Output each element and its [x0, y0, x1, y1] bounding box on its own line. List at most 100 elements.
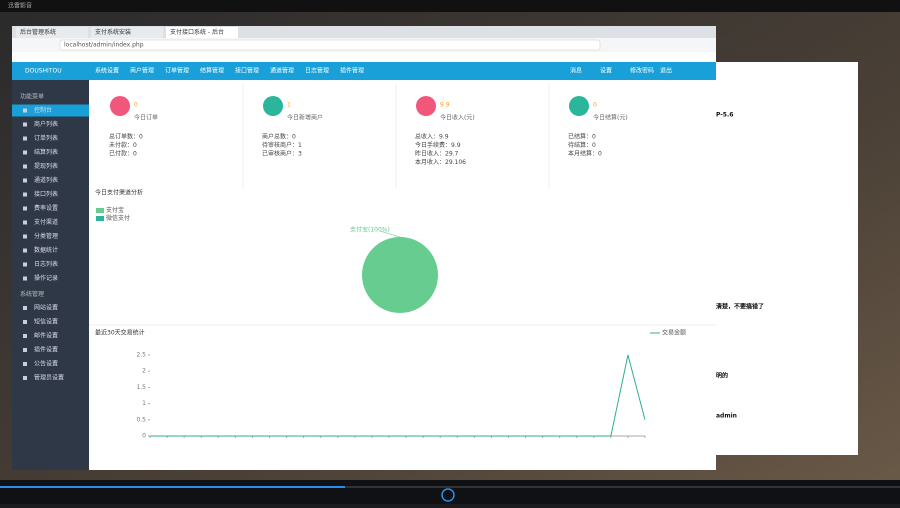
- card-label: 今日收入(元): [440, 114, 475, 122]
- sidebar-item[interactable]: 管理员设置: [34, 374, 64, 382]
- sidebar-icon: [23, 178, 27, 183]
- player-title-bar: [0, 0, 900, 12]
- nav-item[interactable]: 接口管理: [235, 67, 259, 75]
- sidebar-icon: [23, 234, 27, 239]
- legend-label[interactable]: 微信支付: [106, 214, 130, 222]
- sidebar-item[interactable]: 费率设置: [34, 204, 58, 212]
- sidebar-item[interactable]: 短信设置: [34, 318, 58, 326]
- header-link[interactable]: 设置: [600, 67, 612, 75]
- card-detail: 本月收入：29.106: [415, 158, 466, 166]
- sidebar-item[interactable]: 接口列表: [34, 190, 58, 198]
- y-tick-label: 1.5: [136, 384, 146, 391]
- player-title: 迅雷影音: [8, 2, 32, 10]
- nav-item[interactable]: 系统设置: [95, 67, 119, 75]
- card-value: 0: [593, 102, 597, 109]
- sidebar-icon: [23, 164, 27, 169]
- sidebar-icon: [23, 362, 27, 366]
- nav-item[interactable]: 订单管理: [165, 67, 189, 75]
- sidebar-item[interactable]: 邮件设置: [34, 332, 58, 340]
- sidebar-item[interactable]: 订单列表: [34, 134, 58, 142]
- document-line: 明的: [716, 372, 728, 380]
- card-value: 0: [134, 102, 138, 109]
- sidebar-active: [12, 104, 89, 117]
- card-detail: 已审核商户：3: [262, 150, 302, 158]
- series-line: [150, 354, 646, 437]
- nav-item[interactable]: 结算管理: [200, 67, 224, 75]
- sidebar-item[interactable]: 结算列表: [34, 148, 58, 156]
- nav-item[interactable]: 通道管理: [270, 67, 294, 75]
- sidebar-item[interactable]: 数据统计: [34, 246, 58, 254]
- y-tick-label: 0: [142, 433, 146, 440]
- sidebar-item[interactable]: 日志列表: [34, 260, 58, 268]
- sidebar-icon: [23, 320, 27, 324]
- document-line: admin: [716, 413, 737, 420]
- legend-label[interactable]: 支付宝: [106, 206, 124, 214]
- card-detail: 未付款：0: [109, 141, 137, 149]
- nav-item[interactable]: 日志管理: [305, 67, 329, 75]
- header-link[interactable]: 消息: [570, 67, 582, 75]
- sidebar-item[interactable]: 公告设置: [34, 360, 58, 368]
- tab[interactable]: [91, 27, 163, 38]
- header-link[interactable]: 退出: [660, 67, 672, 75]
- nav-item[interactable]: 商户管理: [130, 67, 154, 75]
- sidebar-heading: 系统管理: [20, 290, 44, 298]
- progress-fill[interactable]: [0, 486, 345, 488]
- card-label: 今日订单: [134, 114, 158, 122]
- sidebar-icon: [23, 334, 27, 338]
- sidebar-icon: [23, 108, 27, 113]
- card-detail: 昨日收入：29.7: [415, 150, 459, 158]
- tab[interactable]: [166, 27, 238, 38]
- sidebar-icon: [23, 220, 27, 225]
- sidebar-icon: [23, 348, 27, 352]
- sidebar-icon: [23, 150, 27, 155]
- pie-slice: [362, 237, 438, 313]
- pie-label: 支付宝(100%): [350, 226, 390, 234]
- tab[interactable]: [16, 27, 88, 38]
- play-button[interactable]: [441, 488, 455, 502]
- sidebar-item[interactable]: 通道列表: [34, 176, 58, 184]
- sidebar-item[interactable]: 商户列表: [34, 120, 58, 128]
- card-detail: 今日手续费：9.9: [415, 141, 461, 149]
- tab-label: 支付系统安装: [95, 28, 131, 36]
- sidebar-icon: [23, 206, 27, 211]
- sidebar-icon: [23, 306, 27, 310]
- address-text: localhost/admin/index.php: [64, 42, 144, 49]
- sidebar-item[interactable]: 网站设置: [34, 304, 58, 312]
- header-link[interactable]: 修改密码: [630, 67, 654, 75]
- address-bar[interactable]: [59, 39, 601, 51]
- sidebar-icon: [23, 262, 27, 267]
- legend-swatch: [96, 208, 104, 213]
- chart-title: 最近30天交易统计: [95, 329, 145, 337]
- nav-item[interactable]: 插件管理: [340, 67, 364, 75]
- sidebar-icon: [23, 276, 27, 281]
- sidebar-item[interactable]: 分类管理: [34, 232, 58, 240]
- legend-label[interactable]: 交易金额: [662, 329, 686, 337]
- card-label: 今日新增商户: [287, 114, 323, 122]
- browser-window: [12, 26, 716, 470]
- sidebar-icon: [23, 248, 27, 253]
- pie-label-line: [379, 230, 421, 246]
- card-label: 今日结算(元): [593, 114, 628, 122]
- sidebar-icon: [23, 192, 27, 197]
- sidebar-item[interactable]: 提现列表: [34, 162, 58, 170]
- legend-swatch: [96, 216, 104, 221]
- card-detail: 已结算：0: [568, 133, 596, 141]
- card-detail: 总订单数：0: [109, 133, 143, 141]
- sidebar: [12, 80, 89, 470]
- logo: DOUSHITOU: [25, 68, 62, 75]
- document-line: 清楚，不要搞错了: [716, 303, 764, 311]
- card-detail: 待审核商户：1: [262, 141, 302, 149]
- card-icon: [110, 96, 130, 116]
- card-icon: [416, 96, 436, 116]
- sidebar-item[interactable]: 控制台: [34, 106, 52, 114]
- sidebar-item[interactable]: 操作记录: [34, 274, 58, 282]
- document-line: P-5.6: [716, 112, 733, 119]
- sidebar-item[interactable]: 插件设置: [34, 346, 58, 354]
- card-value: 1: [287, 102, 291, 109]
- card-value: 9.9: [440, 102, 450, 109]
- sidebar-item[interactable]: 支付渠道: [34, 218, 58, 226]
- tab-label: 后台管理系统: [20, 28, 56, 36]
- card-detail: 总收入：9.9: [415, 133, 449, 141]
- card-detail: 待结算：0: [568, 141, 596, 149]
